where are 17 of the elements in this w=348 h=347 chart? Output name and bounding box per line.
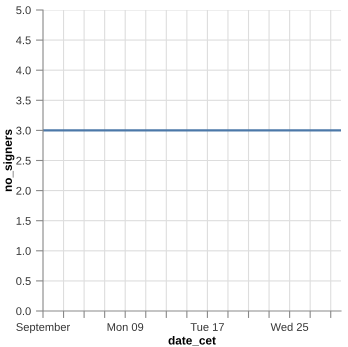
x-tick-label: Wed 25 bbox=[270, 322, 308, 331]
y-tick-label: 3.5 bbox=[16, 96, 31, 104]
y-tick-label: 1.0 bbox=[16, 247, 31, 255]
y-tick-label: 5.0 bbox=[16, 6, 31, 14]
x-tick-label: Tue 17 bbox=[190, 323, 224, 331]
x-tick-label: Mon 09 bbox=[108, 323, 144, 331]
y-tick-label: 4.5 bbox=[16, 36, 31, 44]
y-tick-label: 2.0 bbox=[16, 186, 31, 195]
y-tick-label: 1.5 bbox=[16, 217, 31, 225]
y-tick-label: 4.0 bbox=[16, 66, 31, 74]
x-axis-title: date_cet bbox=[168, 336, 216, 346]
y-tick-label: 0.5 bbox=[16, 277, 31, 286]
y-tick-label: 2.5 bbox=[16, 156, 31, 165]
y-tick-label: 0.0 bbox=[16, 307, 31, 316]
x-tick-label: September bbox=[16, 322, 70, 334]
y-axis-title: no_signers bbox=[3, 129, 14, 192]
y-tick-label: 3.0 bbox=[16, 126, 31, 135]
